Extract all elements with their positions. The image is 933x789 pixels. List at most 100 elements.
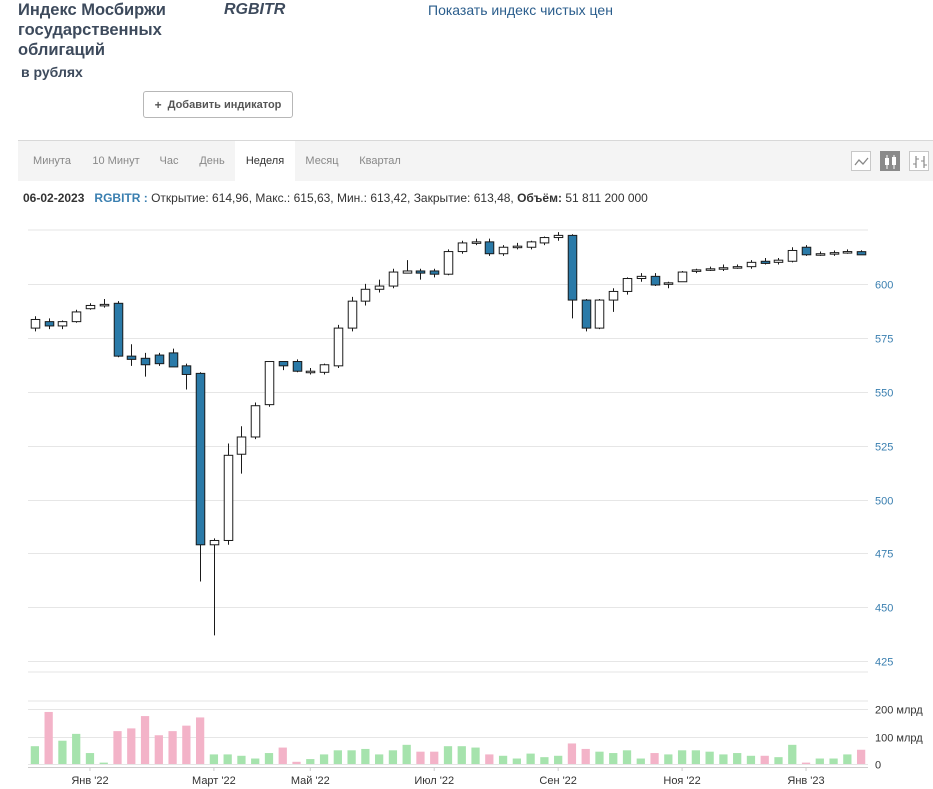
tab-minute[interactable]: Минута [33, 155, 71, 167]
candle-body [388, 271, 399, 287]
x-tick-label: Май '22 [291, 775, 330, 787]
candle-body [236, 436, 247, 455]
candle-body [347, 300, 358, 329]
candle-body [85, 304, 96, 310]
volume-bar [99, 762, 108, 764]
volume-bar [705, 751, 714, 764]
tab-day[interactable]: День [199, 155, 225, 167]
volume-bar [113, 731, 122, 764]
volume-bar [485, 754, 494, 764]
candle-body [553, 234, 564, 239]
candle-body [113, 302, 124, 357]
candle-body [319, 364, 330, 373]
candle-body [360, 288, 371, 302]
volume-bar [733, 753, 742, 764]
volume-bar [140, 716, 150, 764]
candle-body [567, 234, 578, 301]
line-chart-icon[interactable] [851, 151, 871, 171]
volume-bar [44, 711, 53, 764]
candle-body [126, 355, 137, 360]
volume-bar [292, 761, 301, 764]
tab-10-minutes[interactable]: 10 Минут [92, 155, 140, 167]
candle-body [539, 237, 550, 244]
tab-hour[interactable]: Час [159, 155, 179, 167]
candle-body [650, 275, 661, 286]
volume-bar [168, 731, 177, 764]
info-symbol: RGBITR : [94, 191, 148, 205]
candle-body [829, 252, 840, 255]
volume-bar [416, 751, 425, 764]
candle-body [856, 251, 867, 256]
candle-body [773, 259, 784, 263]
tab-month[interactable]: Месяц [305, 155, 339, 167]
volume-bar [760, 755, 769, 764]
candle-body [498, 246, 509, 255]
candle-body [443, 251, 454, 275]
candle-body [622, 278, 633, 292]
volume-tick-label: 200 млрд [875, 705, 923, 717]
volume-bar [664, 754, 673, 764]
tab-quarter[interactable]: Квартал [359, 155, 401, 167]
candle-body [305, 370, 316, 374]
candle-body [787, 249, 798, 262]
ohlc-chart-icon[interactable] [909, 151, 929, 171]
candle-body [415, 270, 426, 274]
y-tick-label: 575 [875, 334, 893, 346]
volume-bar [347, 750, 356, 764]
volume-bar [856, 749, 866, 764]
x-tick-label: Июл '22 [414, 775, 454, 787]
volume-bar [801, 762, 811, 764]
plus-icon: + [154, 97, 162, 112]
info-volume: 51 811 200 000 [565, 191, 648, 205]
y-tick-label: 475 [875, 549, 893, 561]
volume-bar [609, 753, 618, 764]
volume-bar [375, 754, 384, 764]
volume-bar [223, 754, 232, 764]
x-tick-label: Янв '23 [787, 775, 824, 787]
volume-bar [251, 758, 260, 764]
candle-body [99, 303, 110, 307]
clean-price-index-link[interactable]: Показать индекс чистых цен [428, 2, 613, 18]
volume-bar [196, 717, 205, 764]
volume-bar [154, 735, 163, 764]
candle-body [209, 539, 220, 546]
x-tick-label: Ноя '22 [663, 775, 700, 787]
candle-body [512, 245, 523, 249]
info-open: 614,96 [212, 191, 249, 205]
candlestick-chart-icon[interactable] [880, 151, 900, 171]
tab-week[interactable]: Неделя [235, 141, 295, 181]
info-close-label: Закрытие: [413, 191, 471, 205]
candle-body [801, 246, 812, 256]
candle-body [195, 372, 206, 546]
y-tick-label: 500 [875, 496, 893, 508]
volume-bar [498, 755, 508, 764]
volume-bar [788, 744, 797, 764]
candle-body [223, 454, 234, 541]
x-tick-label: Март '22 [192, 775, 236, 787]
add-indicator-button[interactable]: + Добавить индикатор [143, 91, 293, 118]
volume-bar [72, 733, 81, 764]
ohlc-info-bar: 06-02-2023 RGBITR : Открытие: 614,96, Ма… [23, 191, 648, 205]
volume-bar [361, 748, 370, 764]
page-title: Индекс Мосбиржи государственных облигаци… [18, 1, 166, 59]
candle-body [746, 261, 757, 268]
volume-bar [85, 753, 95, 764]
volume-bar [774, 757, 783, 764]
candle-body [140, 357, 151, 366]
candle-body [278, 361, 289, 367]
interval-tabs: Минута 10 Минут Час День Неделя Месяц Кв… [18, 140, 933, 181]
volume-bar [58, 740, 67, 764]
y-tick-label: 525 [875, 442, 893, 454]
x-tick-label: Янв '22 [71, 775, 108, 787]
x-tick-label: Сен '22 [539, 775, 577, 787]
add-indicator-label: Добавить индикатор [167, 98, 282, 111]
info-high: 615,63 [293, 191, 331, 205]
volume-bar [691, 750, 700, 764]
volume-bar [402, 744, 411, 764]
candle-body [168, 352, 179, 368]
volume-bar [264, 753, 274, 764]
volume-bar [540, 757, 549, 764]
candle-body [663, 282, 674, 285]
candle-body [732, 266, 743, 269]
